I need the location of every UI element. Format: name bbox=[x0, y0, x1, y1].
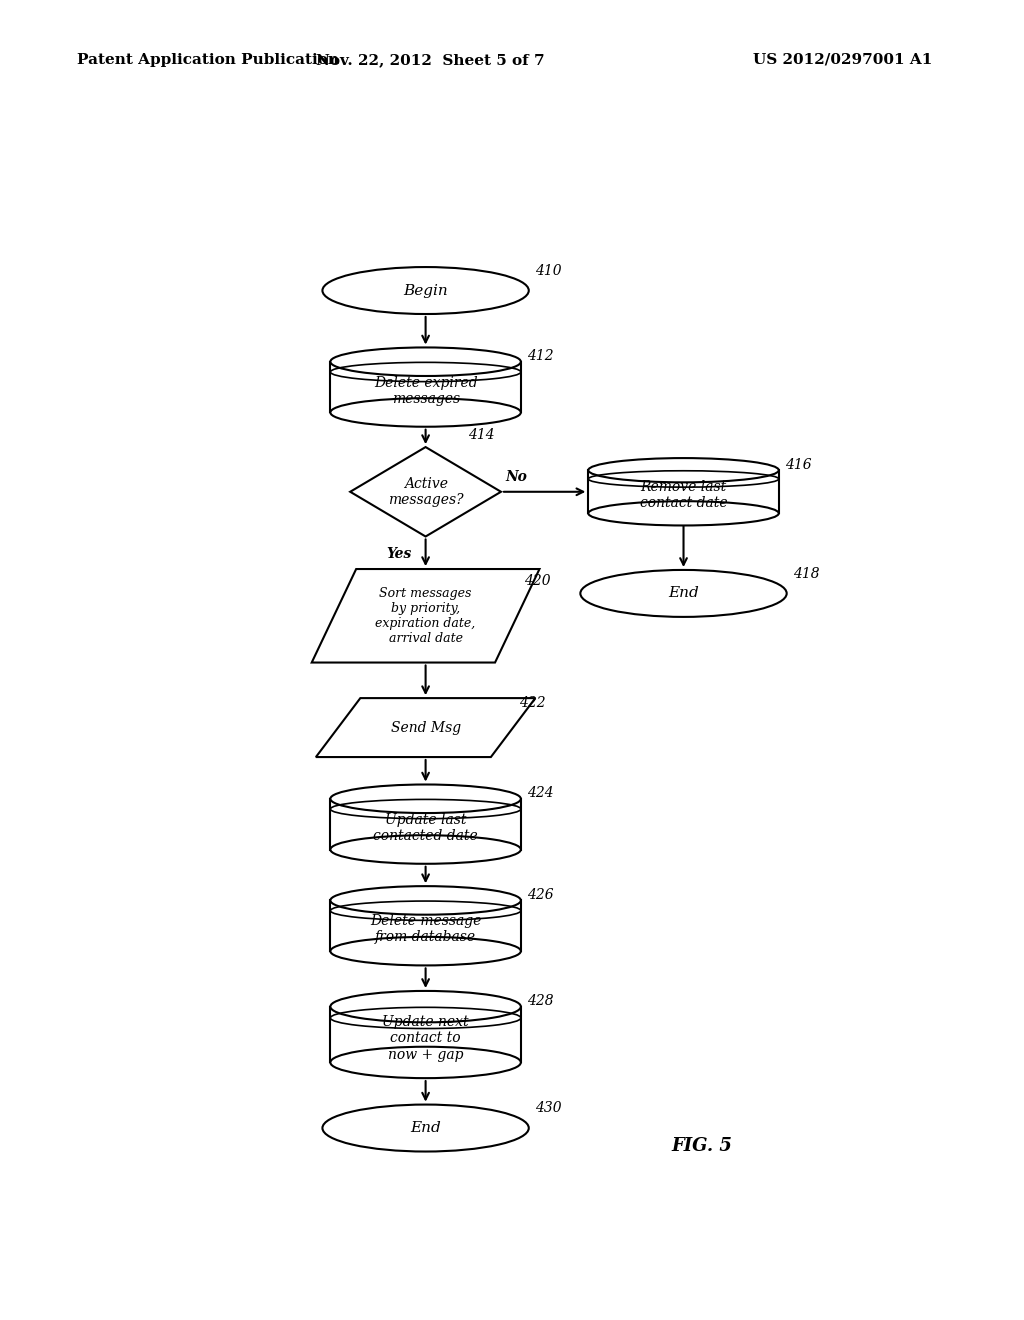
Text: Delete message
from database: Delete message from database bbox=[370, 915, 481, 944]
Ellipse shape bbox=[331, 886, 521, 915]
Bar bbox=[331, 1007, 521, 1063]
Bar bbox=[331, 362, 521, 412]
Text: 410: 410 bbox=[536, 264, 562, 277]
Text: Remove last
contact date: Remove last contact date bbox=[640, 479, 727, 510]
Text: 420: 420 bbox=[523, 574, 550, 587]
Text: 418: 418 bbox=[793, 566, 819, 581]
Ellipse shape bbox=[588, 502, 778, 525]
Text: 424: 424 bbox=[527, 787, 554, 800]
Text: Patent Application Publication: Patent Application Publication bbox=[77, 53, 339, 67]
Polygon shape bbox=[350, 447, 501, 536]
Text: Delete expired
messages: Delete expired messages bbox=[374, 376, 477, 405]
Polygon shape bbox=[315, 698, 536, 758]
Text: Send Msg: Send Msg bbox=[390, 721, 461, 735]
Text: Update last
contacted date: Update last contacted date bbox=[373, 813, 478, 842]
Text: Sort messages
by priority,
expiration date,
arrival date: Sort messages by priority, expiration da… bbox=[376, 587, 476, 644]
Text: US 2012/0297001 A1: US 2012/0297001 A1 bbox=[753, 53, 932, 67]
Text: End: End bbox=[411, 1121, 441, 1135]
Text: Active
messages?: Active messages? bbox=[388, 477, 464, 507]
Text: Nov. 22, 2012  Sheet 5 of 7: Nov. 22, 2012 Sheet 5 of 7 bbox=[315, 53, 545, 67]
Ellipse shape bbox=[331, 836, 521, 863]
Ellipse shape bbox=[331, 937, 521, 965]
Ellipse shape bbox=[331, 347, 521, 376]
Bar bbox=[331, 900, 521, 952]
Ellipse shape bbox=[323, 1105, 528, 1151]
Text: No: No bbox=[505, 470, 526, 483]
Text: 412: 412 bbox=[527, 350, 554, 363]
Ellipse shape bbox=[331, 991, 521, 1022]
Ellipse shape bbox=[581, 570, 786, 616]
Polygon shape bbox=[311, 569, 540, 663]
Bar bbox=[331, 799, 521, 850]
Text: Yes: Yes bbox=[386, 546, 412, 561]
Text: Update next
contact to
now + gap: Update next contact to now + gap bbox=[382, 1015, 469, 1061]
Text: Begin: Begin bbox=[403, 284, 447, 297]
Bar bbox=[588, 470, 778, 513]
Text: 414: 414 bbox=[468, 428, 495, 442]
Text: 428: 428 bbox=[527, 994, 554, 1008]
Text: 416: 416 bbox=[785, 458, 812, 471]
Ellipse shape bbox=[331, 1047, 521, 1078]
Ellipse shape bbox=[588, 458, 778, 482]
Ellipse shape bbox=[323, 267, 528, 314]
Text: FIG. 5: FIG. 5 bbox=[672, 1138, 732, 1155]
Text: 422: 422 bbox=[519, 696, 546, 710]
Text: 430: 430 bbox=[536, 1101, 562, 1115]
Ellipse shape bbox=[331, 399, 521, 426]
Ellipse shape bbox=[331, 784, 521, 813]
Text: 426: 426 bbox=[527, 888, 554, 902]
Text: End: End bbox=[668, 586, 699, 601]
